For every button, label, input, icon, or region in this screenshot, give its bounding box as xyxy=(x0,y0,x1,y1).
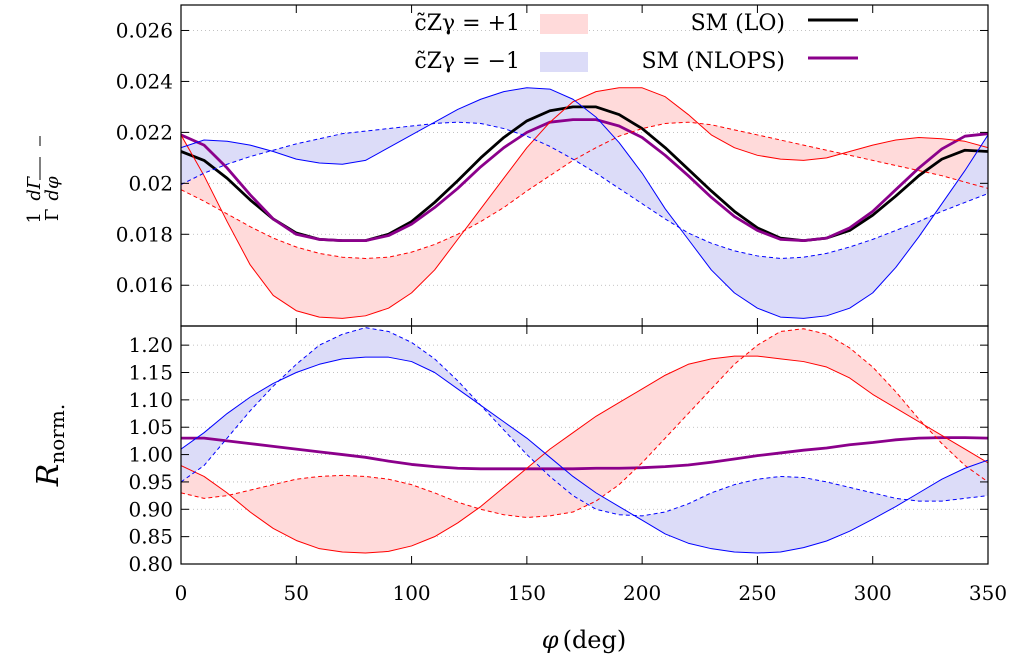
top-ylabel-dgamma: dΓ xyxy=(24,175,45,201)
y-tick-label: 0.016 xyxy=(116,273,173,297)
bottom-y-ticks: 0.80 0.85 0.90 0.95 1.00 1.05 1.10 1.15 1.20 xyxy=(128,326,989,576)
legend-swatch-0 xyxy=(540,14,588,34)
svg-text:1ΓdΓdφ: 1ΓdΓdφ xyxy=(24,175,63,223)
bottom-bands xyxy=(181,327,988,554)
x-tick-label: 100 xyxy=(392,581,430,605)
y-tick-label: 0.85 xyxy=(128,525,173,549)
bottom-x-ticks: 0 50 100 150 200 250 300 350 xyxy=(175,581,1007,605)
y-tick-label: 0.90 xyxy=(128,497,173,521)
y-tick-label: 0.02 xyxy=(128,171,173,195)
top-lines xyxy=(181,87,988,319)
xlabel-unit: (deg) xyxy=(563,626,627,654)
x-tick-label: 50 xyxy=(284,581,309,605)
series-line-2 xyxy=(181,87,988,319)
top-y-axis-label: 1ΓdΓdφ xyxy=(24,136,63,224)
y-tick-label: 0.026 xyxy=(116,18,173,42)
bottom-panel: 0.80 0.85 0.90 0.95 1.00 1.05 1.10 1.15 1.20 0 50… xyxy=(31,325,1007,654)
top-ylabel-frac-one: 1 xyxy=(24,212,45,223)
top-y-ticks: 0.016 0.018 0.02 0.022 0.024 0.026 xyxy=(116,5,989,326)
bottom-x-axis-label: φ (deg) xyxy=(542,626,626,654)
x-tick-label: 0 xyxy=(175,581,188,605)
bottom-y-axis-label: Rnorm. xyxy=(31,404,69,487)
x-tick-label: 250 xyxy=(738,581,776,605)
y-tick-label: 0.024 xyxy=(116,69,173,93)
svg-text:Rnorm.: Rnorm. xyxy=(31,404,69,487)
x-tick-label: 200 xyxy=(623,581,661,605)
y-tick-label: 1.00 xyxy=(128,443,173,467)
series-line-4 xyxy=(181,87,988,319)
series-line-3 xyxy=(181,121,988,259)
y-tick-label: 1.05 xyxy=(128,415,173,439)
x-tick-label: 300 xyxy=(854,581,892,605)
series-line-3 xyxy=(181,356,988,554)
y-tick-label: 1.20 xyxy=(128,333,173,357)
svg-text:φ(deg): φ (deg) xyxy=(542,626,626,654)
top-bands xyxy=(181,87,988,319)
x-tick-label: 350 xyxy=(969,581,1007,605)
y-tick-label: 0.018 xyxy=(116,222,173,246)
y-tick-label: 0.022 xyxy=(116,120,173,144)
series-line-5 xyxy=(181,121,988,259)
series-line-4 xyxy=(181,327,988,517)
top-panel: 0.016 0.018 0.02 0.022 0.024 0.026 1ΓdΓdφ c̃Z… xyxy=(24,4,989,327)
band-1 xyxy=(181,327,988,554)
y-tick-label: 0.95 xyxy=(128,470,173,494)
y-tick-label: 0.80 xyxy=(128,552,173,576)
legend-label-1: c̃Zγ = −1 xyxy=(414,49,520,74)
y-tick-label: 1.15 xyxy=(128,361,173,385)
bottom-ylabel-r: R xyxy=(31,464,66,488)
y-tick-label: 1.10 xyxy=(128,388,173,412)
series-line-1 xyxy=(181,118,988,243)
legend-label-0: c̃Zγ = +1 xyxy=(414,11,520,36)
series-line-1 xyxy=(181,355,988,554)
band-0 xyxy=(181,87,988,319)
top-ylabel-frac-gamma: Γ xyxy=(42,209,63,222)
legend-swatch-1 xyxy=(540,52,588,72)
top-ylabel-dphi: dφ xyxy=(42,176,63,201)
band-0 xyxy=(181,328,988,554)
bottom-lines xyxy=(181,327,988,554)
legend: c̃Zγ = +1 c̃Zγ = −1 SM (LO) SM (NLOPS) xyxy=(414,11,858,74)
bottom-frame xyxy=(180,325,989,565)
band-1 xyxy=(181,87,988,319)
xlabel-phi: φ xyxy=(542,626,559,654)
series-line-2 xyxy=(181,328,988,518)
legend-label-2: SM (LO) xyxy=(691,11,785,36)
legend-label-3: SM (NLOPS) xyxy=(641,49,785,74)
bottom-ylabel-sub: norm. xyxy=(45,404,69,464)
x-tick-label: 150 xyxy=(508,581,546,605)
series-line-0 xyxy=(181,436,988,471)
